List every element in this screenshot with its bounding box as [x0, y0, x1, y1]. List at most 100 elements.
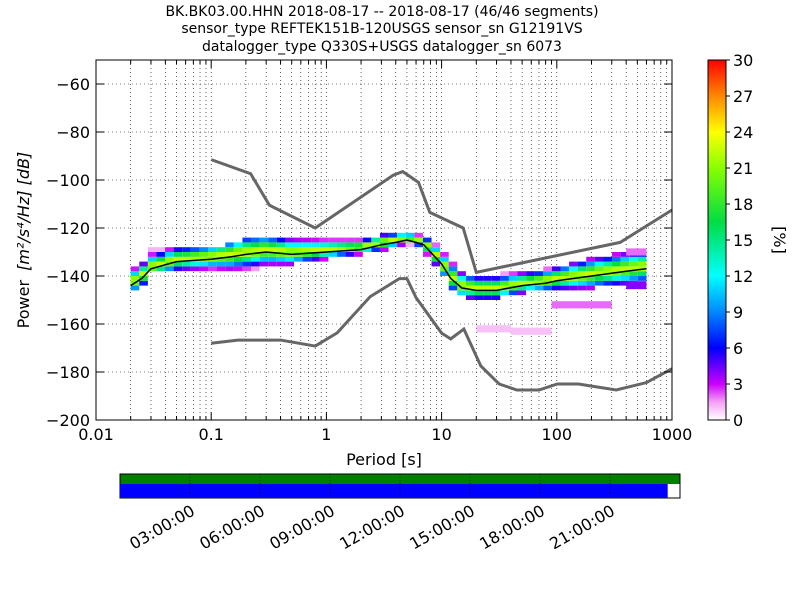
psd-cell: [208, 247, 217, 252]
psd-cell: [379, 237, 389, 243]
psd-cell: [199, 261, 209, 267]
new-high-noise-model: [210, 158, 673, 275]
psd-cell: [397, 237, 406, 243]
psd-cell: [319, 237, 329, 243]
psd-cell: [362, 242, 372, 248]
psd-cell: [268, 252, 277, 257]
psd-cell: [612, 266, 621, 272]
x-tick-label: 0.01: [78, 425, 114, 444]
y-tick-label: −100: [46, 171, 90, 190]
psd-cell: [508, 290, 518, 296]
psd-cell: [285, 242, 295, 248]
psd-cell: [474, 276, 484, 281]
psd-cell: [569, 271, 578, 276]
psd-cell: [259, 247, 269, 252]
psd-cell: [242, 256, 252, 262]
psd-cell: [173, 252, 183, 257]
psd-cell: [612, 256, 621, 262]
psd-cell: [225, 252, 234, 257]
psd-cell: [225, 261, 234, 267]
psd-cell: [491, 295, 501, 300]
psd-cell: [534, 276, 544, 281]
psd-cell: [440, 252, 449, 257]
psd-cell: [251, 256, 260, 262]
psd-cell: [603, 276, 613, 281]
psd-cell: [156, 266, 166, 272]
chart-title: BK.BK03.00.HHN 2018-08-17 -- 2018-08-17 …: [165, 4, 598, 55]
psd-cell: [517, 276, 527, 281]
psd-cell: [147, 261, 157, 267]
psd-cell: [251, 252, 260, 257]
psd-cell: [483, 295, 492, 300]
psd-cell: [139, 266, 148, 272]
psd-cell: [612, 261, 621, 267]
x-axis-ticks: 0.01 0.1 1 10 100 1000: [78, 60, 692, 444]
psd-cell: [190, 266, 200, 272]
psd-cell: [294, 237, 303, 243]
psd-cell: [620, 256, 630, 262]
x-tick-label: 10: [431, 425, 451, 444]
psd-cell: [620, 252, 630, 257]
psd-cell: [319, 256, 329, 262]
psd-cell: [517, 280, 527, 286]
psd-plot: 0.01 0.1 1 10 100 1000 −200 −180 −160 −140 −120 −1…: [46, 59, 692, 444]
psd-cell: [130, 285, 140, 291]
psd-cell: [405, 237, 415, 243]
psd-cell: [612, 271, 621, 276]
psd-outlier-cell: [510, 327, 552, 335]
psd-cell: [491, 276, 501, 281]
psd-cell: [551, 266, 561, 272]
psd-cell: [165, 252, 174, 257]
colorbar-tick-label: 21: [733, 159, 753, 178]
psd-cell: [302, 242, 312, 248]
psd-cell: [242, 237, 252, 243]
psd-cell: [569, 261, 578, 267]
psd-cell: [560, 266, 570, 272]
psd-cell: [276, 247, 286, 252]
psd-cell: [586, 261, 595, 267]
psd-cell: [362, 247, 372, 252]
y-tick-label: −80: [56, 123, 90, 142]
psd-cell: [259, 242, 269, 248]
psd-cell: [534, 271, 544, 276]
psd-cell: [594, 276, 604, 281]
psd-cell: [285, 261, 295, 267]
psd-cell: [637, 271, 647, 276]
psd-cell: [560, 271, 570, 276]
psd-cell: [362, 237, 372, 243]
colorbar-tick-label: 24: [733, 123, 753, 142]
psd-cell: [216, 256, 226, 262]
psd-cell: [139, 276, 148, 281]
psd-cell: [517, 290, 527, 296]
psd-cell: [276, 252, 286, 257]
psd-cell: [345, 252, 355, 257]
psd-outlier-cell: [476, 325, 511, 333]
psd-cell: [268, 237, 277, 243]
timeline-tick-label: 18:00:00: [476, 501, 548, 553]
psd-cell: [199, 266, 209, 272]
psd-cell: [242, 266, 252, 272]
psd-cell: [182, 256, 191, 262]
psd-cell: [448, 271, 458, 276]
psd-cell: [251, 261, 260, 267]
psd-cell: [190, 261, 200, 267]
psd-cell: [345, 242, 355, 248]
psd-cell: [199, 247, 209, 252]
psd-cell: [629, 276, 638, 281]
psd-cell: [448, 266, 458, 272]
psd-cell: [173, 266, 183, 272]
psd-cell: [594, 256, 604, 262]
psd-cell: [216, 252, 226, 257]
psd-cell: [208, 252, 217, 257]
psd-cell: [594, 280, 604, 286]
psd-cell: [440, 261, 449, 267]
psd-cell: [577, 280, 587, 286]
psd-cell: [147, 247, 157, 252]
psd-cell: [251, 266, 260, 272]
psd-cell: [474, 295, 484, 300]
timeline-tick-label: 09:00:00: [266, 501, 338, 553]
psd-cell: [216, 266, 226, 272]
psd-cell: [156, 252, 166, 257]
psd-cell: [517, 271, 527, 276]
psd-cell: [336, 242, 346, 248]
